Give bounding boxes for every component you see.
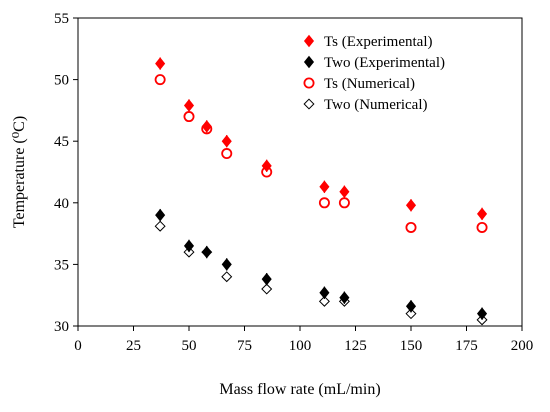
data-point bbox=[201, 120, 212, 133]
x-tick-label: 175 bbox=[455, 338, 478, 354]
y-tick-label: 40 bbox=[54, 196, 69, 212]
data-point bbox=[405, 299, 417, 313]
y-tick-label: 45 bbox=[54, 134, 69, 150]
series-ts-numerical bbox=[154, 74, 488, 233]
legend: Ts (Experimental) Two (Experimental) Ts … bbox=[303, 34, 445, 113]
data-point bbox=[261, 159, 272, 173]
x-tick-label: 125 bbox=[344, 338, 367, 354]
legend-item-two-numerical: Two (Numerical) bbox=[303, 97, 428, 113]
legend-label: Two (Numerical) bbox=[324, 97, 428, 113]
series-ts-experimental bbox=[155, 57, 488, 221]
series-two-experimental bbox=[155, 208, 488, 320]
data-point bbox=[221, 271, 233, 283]
legend-marker-filled-diamond-black bbox=[303, 55, 315, 69]
y-axis: 30 35 40 45 50 55 bbox=[54, 11, 78, 335]
legend-item-ts-experimental: Ts (Experimental) bbox=[303, 34, 433, 50]
data-point bbox=[339, 185, 350, 199]
data-point bbox=[183, 239, 195, 253]
data-point bbox=[155, 208, 166, 222]
x-tick-label: 150 bbox=[400, 338, 423, 354]
y-tick-label: 30 bbox=[54, 319, 69, 335]
legend-symbol bbox=[303, 98, 315, 110]
legend-label: Ts (Numerical) bbox=[324, 76, 415, 92]
data-point bbox=[155, 57, 166, 70]
y-tick-label: 35 bbox=[54, 257, 69, 273]
legend-marker-filled-diamond-red bbox=[303, 34, 315, 48]
data-point bbox=[319, 286, 330, 300]
x-tick-label: 50 bbox=[182, 338, 197, 354]
data-point bbox=[221, 148, 233, 160]
data-point bbox=[405, 308, 417, 320]
legend-label: Ts (Experimental) bbox=[324, 34, 433, 50]
data-point bbox=[154, 74, 166, 86]
data-point bbox=[476, 307, 488, 320]
data-point bbox=[338, 197, 350, 209]
x-tick-label: 25 bbox=[126, 338, 141, 354]
data-point bbox=[261, 272, 272, 286]
data-point bbox=[318, 295, 330, 307]
data-point bbox=[476, 207, 488, 221]
y-axis-title: Temperature (⁰C) bbox=[11, 116, 28, 228]
plot-border bbox=[77, 17, 523, 327]
data-point bbox=[221, 134, 232, 148]
data-point bbox=[183, 99, 195, 112]
data-series bbox=[154, 57, 488, 326]
data-point bbox=[476, 221, 488, 233]
plot-area bbox=[77, 17, 523, 327]
legend-label: Two (Experimental) bbox=[324, 55, 445, 71]
legend-item-ts-numerical: Ts (Numerical) bbox=[303, 76, 415, 92]
x-tick-label: 100 bbox=[289, 338, 312, 354]
data-point bbox=[319, 180, 330, 194]
data-point bbox=[154, 220, 166, 232]
data-point bbox=[221, 258, 232, 271]
legend-symbol bbox=[303, 55, 315, 69]
y-tick-label: 55 bbox=[54, 11, 69, 27]
data-point bbox=[405, 198, 417, 212]
x-tick-label: 200 bbox=[511, 338, 534, 354]
x-tick-label: 0 bbox=[74, 338, 82, 354]
data-point bbox=[339, 291, 350, 304]
data-point bbox=[183, 111, 195, 123]
x-tick-label: 75 bbox=[237, 338, 252, 354]
data-point bbox=[261, 283, 273, 295]
data-point bbox=[405, 221, 417, 233]
series-two-numerical bbox=[154, 220, 488, 326]
legend-symbol bbox=[303, 34, 315, 48]
x-axis-title: Mass flow rate (mL/min) bbox=[219, 381, 380, 398]
legend-item-two-experimental: Two (Experimental) bbox=[303, 55, 445, 71]
legend-marker-open-diamond-black bbox=[303, 98, 315, 110]
legend-marker-open-circle-red bbox=[303, 77, 315, 89]
y-tick-label: 50 bbox=[54, 73, 69, 89]
legend-symbol bbox=[303, 77, 315, 89]
data-point bbox=[318, 197, 330, 209]
data-point bbox=[201, 245, 212, 259]
x-axis: 0 25 50 75 100 125 150 175 200 bbox=[74, 326, 533, 354]
